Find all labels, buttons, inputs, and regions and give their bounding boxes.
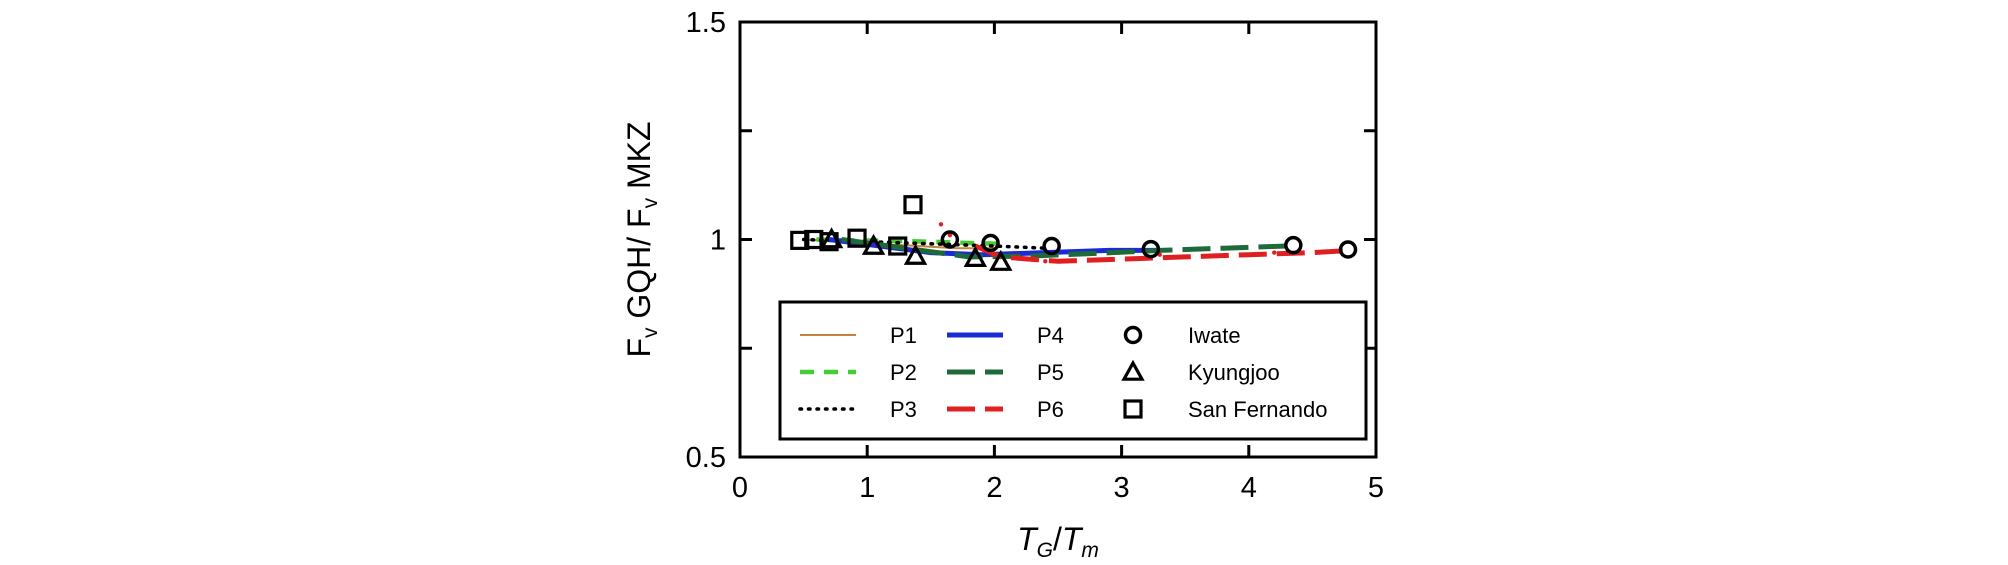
y-axis-title: Fv GQH/ Fv MKZ: [621, 121, 662, 357]
stray-point-2: [947, 232, 953, 238]
marker-san-fernando-4: [847, 228, 867, 248]
marker-san-fernando-3: [819, 232, 839, 252]
x-tick-label-0: 0: [732, 472, 748, 504]
y-title-mid: GQH/ F: [621, 208, 657, 327]
x-tick-label-5: 5: [1368, 472, 1384, 504]
y-title-sub1: v: [639, 327, 662, 338]
tick-labels: 0 1 2 3 4 5 0.5 1 1.5: [686, 7, 1384, 504]
y-title-f1: F: [621, 338, 657, 358]
y-title-sub2: v: [639, 197, 662, 208]
legend-label-p6: P6: [1037, 397, 1064, 422]
marker-san-fernando-1: [790, 230, 810, 250]
marker-iwate-3: [1042, 236, 1061, 256]
marker-iwate-5: [1284, 235, 1303, 255]
legend-label-p1: P1: [890, 323, 917, 348]
x-title-sub1: G: [1037, 539, 1053, 562]
marker-kyungjoo-2: [861, 233, 886, 255]
y-tick-label-1.5: 1.5: [686, 7, 726, 39]
legend-label-p4: P4: [1037, 323, 1064, 348]
marker-iwate-1: [940, 230, 960, 249]
legend-marker-kyungjoo: [1121, 359, 1145, 381]
marker-iwate-4: [1141, 239, 1161, 259]
legend-marker-san-fernando: [1123, 399, 1143, 419]
stray-point-3: [1043, 259, 1048, 264]
y-tick-label-0.5: 0.5: [686, 442, 726, 474]
legend-label-iwate: Iwate: [1188, 323, 1241, 348]
marker-iwate-6: [1338, 240, 1358, 259]
stray-point-5: [1272, 250, 1277, 255]
marker-kyungjoo-5: [989, 249, 1013, 271]
marker-kyungjoo-3: [903, 243, 928, 265]
legend-label-kyungjoo: Kyungjoo: [1188, 360, 1280, 385]
stray-point-1: [938, 222, 944, 227]
series-line-p6: [974, 243, 1351, 264]
legend-label-p2: P2: [890, 360, 917, 385]
legend-label-san-fernando: San Fernando: [1188, 397, 1327, 422]
x-title-t2: T: [1062, 521, 1084, 557]
x-tick-label-4: 4: [1241, 472, 1257, 504]
x-axis-title: TG/Tm: [1017, 521, 1099, 562]
x-title-sub2: m: [1081, 539, 1099, 562]
legend-label-p3: P3: [890, 397, 917, 422]
x-tick-label-3: 3: [1114, 472, 1130, 504]
marker-san-fernando-6: [903, 195, 923, 215]
plot-area: [790, 195, 1358, 271]
marker-san-fernando-5: [888, 236, 908, 256]
marker-iwate-2: [981, 233, 1000, 253]
legend-box: [778, 300, 1368, 441]
x-title-t1: T: [1017, 521, 1039, 557]
legend: P1 P2 P3 P4 P5 P6 Iwate Kyungjoo San Fernando: [778, 300, 1368, 441]
y-tick-label-1: 1: [710, 225, 726, 257]
legend-marker-iwate: [1123, 325, 1143, 345]
x-title-slash: /: [1053, 521, 1062, 557]
x-tick-label-2: 2: [986, 472, 1002, 504]
y-title-end: MKZ: [621, 121, 657, 197]
marker-kyungjoo-4: [963, 245, 988, 268]
x-tick-label-1: 1: [859, 472, 875, 504]
legend-label-p5: P5: [1037, 360, 1064, 385]
